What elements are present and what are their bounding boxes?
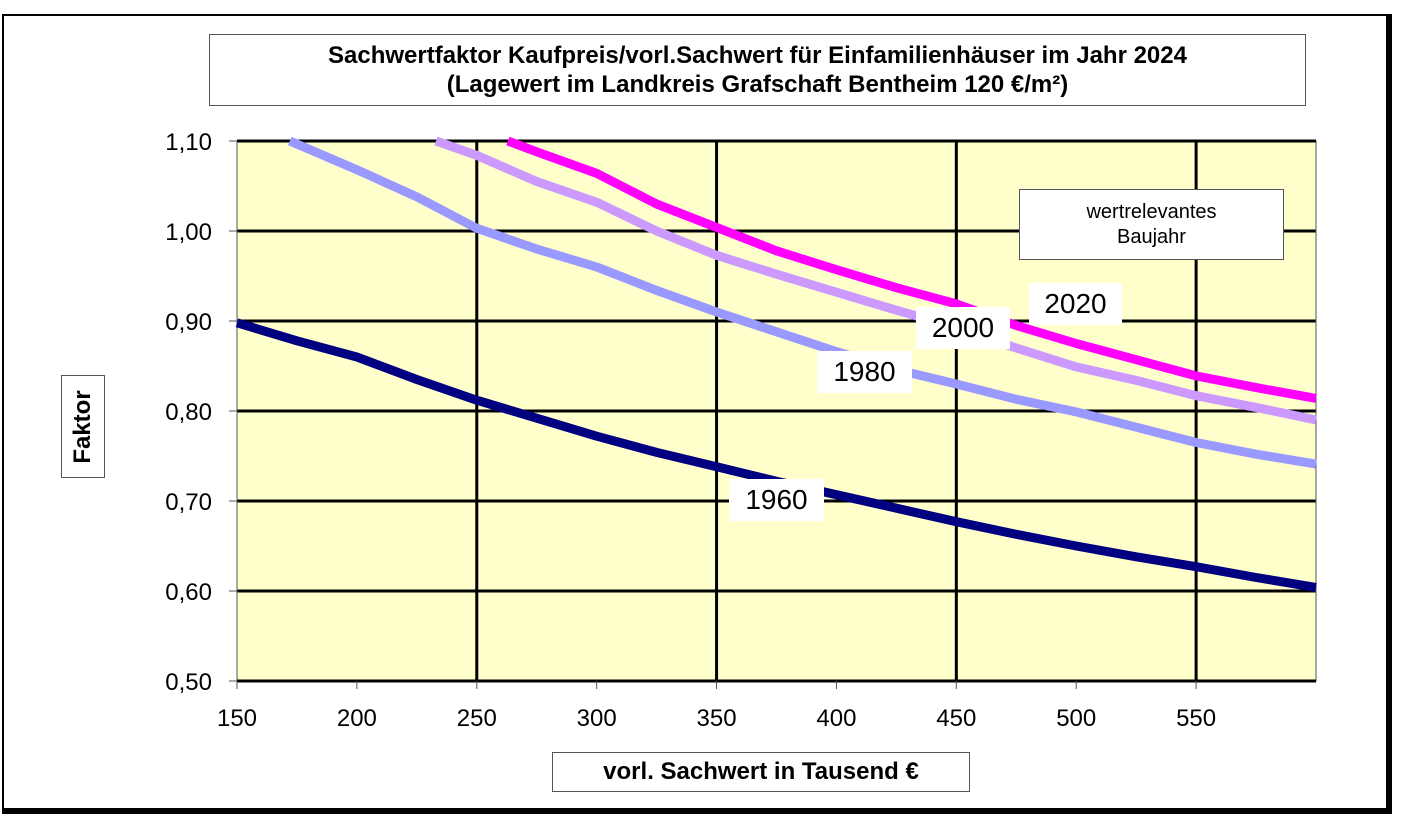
series-line-2000 bbox=[434, 136, 1317, 425]
x-tick-label: 250 bbox=[457, 705, 497, 732]
y-tick-label: 1,10 bbox=[165, 129, 212, 156]
y-tick-label: 0,70 bbox=[165, 489, 212, 516]
series-label-1980: 1980 bbox=[817, 351, 912, 393]
x-tick-label: 550 bbox=[1176, 705, 1216, 732]
y-tick-label: 0,80 bbox=[165, 399, 212, 426]
chart-title-line1: Sachwertfaktor Kaufpreis/vorl.Sachwert f… bbox=[328, 42, 1187, 69]
x-tick-label: 200 bbox=[337, 705, 377, 732]
series-line-1980 bbox=[288, 136, 1317, 469]
series-label-2000: 2000 bbox=[916, 307, 1010, 349]
legend-title-line2: Baujahr bbox=[1117, 226, 1186, 248]
x-tick-label: 400 bbox=[816, 705, 856, 732]
y-axis-title-text: Faktor bbox=[69, 389, 96, 464]
legend-title-line1: wertrelevantes bbox=[1086, 201, 1217, 223]
y-tick-label: 0,50 bbox=[165, 669, 212, 696]
x-tick-label: 500 bbox=[1056, 705, 1096, 732]
x-tick-label: 150 bbox=[217, 705, 257, 732]
y-tick-label: 1,00 bbox=[165, 219, 212, 246]
x-tick-label: 300 bbox=[577, 705, 617, 732]
chart-title-line2: (Lagewert im Landkreis Grafschaft Benthe… bbox=[446, 71, 1069, 98]
y-axis-title: Faktor bbox=[61, 375, 105, 478]
x-tick-label: 350 bbox=[697, 705, 737, 732]
y-tick-label: 0,90 bbox=[165, 309, 212, 336]
x-axis-title: vorl. Sachwert in Tausend € bbox=[552, 752, 970, 792]
series-label-1960: 1960 bbox=[729, 479, 824, 521]
x-tick-label: 450 bbox=[936, 705, 976, 732]
series-line-2020 bbox=[506, 136, 1317, 403]
legend-title: wertrelevantes Baujahr bbox=[1019, 189, 1284, 260]
y-tick-label: 0,60 bbox=[165, 579, 212, 606]
series-label-2020: 2020 bbox=[1029, 283, 1122, 325]
chart-title: Sachwertfaktor Kaufpreis/vorl.Sachwert f… bbox=[209, 34, 1306, 106]
